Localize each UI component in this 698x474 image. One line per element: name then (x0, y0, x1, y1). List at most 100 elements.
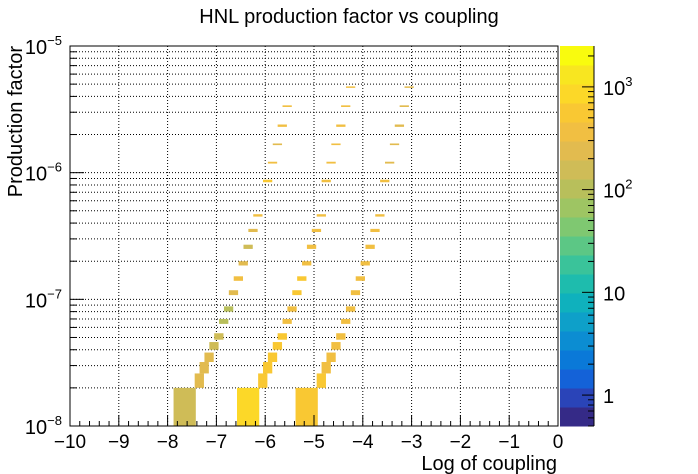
heatmap-cell (223, 306, 234, 312)
heatmap-cell (345, 86, 356, 88)
heatmap-cell (219, 318, 229, 324)
heatmap-cell (258, 373, 268, 388)
heatmap-cell (326, 352, 336, 363)
heatmap-cell (360, 261, 370, 266)
heatmap-cell (204, 352, 214, 363)
heatmap-cell (277, 333, 287, 340)
color-scale-label: 103 (603, 74, 632, 100)
color-scale-swatch (560, 217, 594, 237)
x-tick-label: −4 (352, 432, 374, 453)
heatmap-cell (370, 228, 380, 233)
y-tick-label: 10−7 (25, 286, 62, 312)
y-axis-title: Production factor (5, 46, 27, 198)
grid-lines (70, 46, 558, 426)
heatmap-cell (263, 179, 273, 183)
color-scale-label: 102 (603, 177, 632, 203)
heatmap-cell (341, 105, 351, 107)
color-scale-swatch (560, 198, 594, 218)
heatmap-cell (253, 214, 263, 217)
heatmap-cells (173, 86, 414, 426)
heatmap-cell (214, 333, 224, 340)
color-scale-swatch (560, 255, 594, 275)
color-scale-swatch (560, 84, 594, 104)
x-tick-label: −1 (498, 432, 520, 453)
color-scale-label: 10 (603, 283, 625, 305)
heatmap-cell (355, 276, 365, 281)
heatmap-cell (194, 373, 204, 388)
y-tick-label: 10−8 (25, 413, 62, 439)
x-tick-label: −6 (254, 432, 276, 453)
heatmap-cell (404, 86, 414, 88)
color-scale-swatch (560, 312, 594, 332)
color-scale-swatch (560, 369, 594, 389)
heatmap-cell (321, 179, 331, 183)
color-scale-swatch (560, 141, 594, 161)
x-tick-label: −7 (206, 432, 228, 453)
color-scale-swatch (560, 236, 594, 256)
heatmap-cell (236, 387, 260, 426)
heatmap-cell (336, 124, 346, 127)
color-scale-swatch (560, 65, 594, 85)
color-scale-swatch (560, 160, 594, 180)
heatmap-cell (316, 373, 326, 388)
heatmap-cell (302, 261, 312, 266)
x-tick-label: −3 (401, 432, 423, 453)
heatmap-cell (385, 161, 395, 164)
color-scale-swatch (560, 350, 594, 370)
heatmap-cell (243, 244, 253, 249)
heatmap-cell (350, 290, 361, 296)
x-tick-label: −8 (157, 432, 179, 453)
x-tick-label: −5 (303, 432, 325, 453)
color-scale-swatch (560, 274, 594, 294)
heatmap-cell (306, 244, 317, 249)
color-scale-swatch (560, 331, 594, 351)
x-tick-label: −10 (54, 432, 86, 453)
heatmap-cell (228, 290, 239, 296)
heatmap-cell (321, 362, 331, 374)
heatmap-cell (263, 362, 273, 374)
heatmap-cell (199, 362, 209, 374)
heatmap-cell (233, 276, 243, 281)
y-tick-label: 10−6 (25, 160, 62, 186)
heatmap-cell (375, 214, 385, 217)
heatmap-cell (173, 387, 196, 426)
x-axis: −10 −9 −8 −7 −6 −5 −4 −3 −2 −1 0 (54, 415, 563, 453)
heatmap-cell (394, 124, 405, 127)
heatmap-cell (380, 179, 390, 183)
heatmap-cell (345, 306, 356, 312)
heatmap-cell (238, 261, 248, 266)
heatmap-cell (267, 352, 278, 363)
heatmap-cell (272, 342, 283, 350)
color-scale-swatch (560, 122, 594, 142)
heatmap-cell (389, 143, 400, 146)
color-scale-swatch (560, 388, 594, 408)
x-tick-label: −2 (450, 432, 472, 453)
heatmap-cell (295, 387, 318, 426)
heatmap-cell (267, 161, 278, 164)
heatmap-cell (365, 244, 375, 249)
color-scale-swatch (560, 46, 594, 66)
heatmap-cell (282, 105, 292, 107)
heatmap-cell (399, 105, 409, 107)
heatmap-cell (297, 276, 307, 281)
heatmap-cell (316, 214, 326, 217)
x-tick-label: −9 (108, 432, 130, 453)
chart-title: HNL production factor vs coupling (199, 6, 498, 28)
color-scale-swatch (560, 103, 594, 123)
color-scale: 1 10 102 103 (560, 46, 632, 427)
y-axis: 10−8 10−7 10−6 10−5 (25, 33, 84, 439)
color-scale-swatch (560, 407, 594, 427)
heatmap-cell (272, 143, 283, 146)
heatmap-cell (311, 228, 322, 233)
heatmap-cell (331, 342, 341, 350)
heatmap-cell (209, 342, 219, 350)
x-axis-title: Log of coupling (421, 453, 557, 474)
color-scale-swatch (560, 179, 594, 199)
y-tick-label: 10−5 (25, 33, 62, 59)
heatmap-cell (248, 228, 258, 233)
color-scale-swatch (560, 293, 594, 313)
heatmap-cell (326, 161, 336, 164)
heatmap-cell (341, 318, 351, 324)
x-tick-label: 0 (553, 432, 564, 453)
